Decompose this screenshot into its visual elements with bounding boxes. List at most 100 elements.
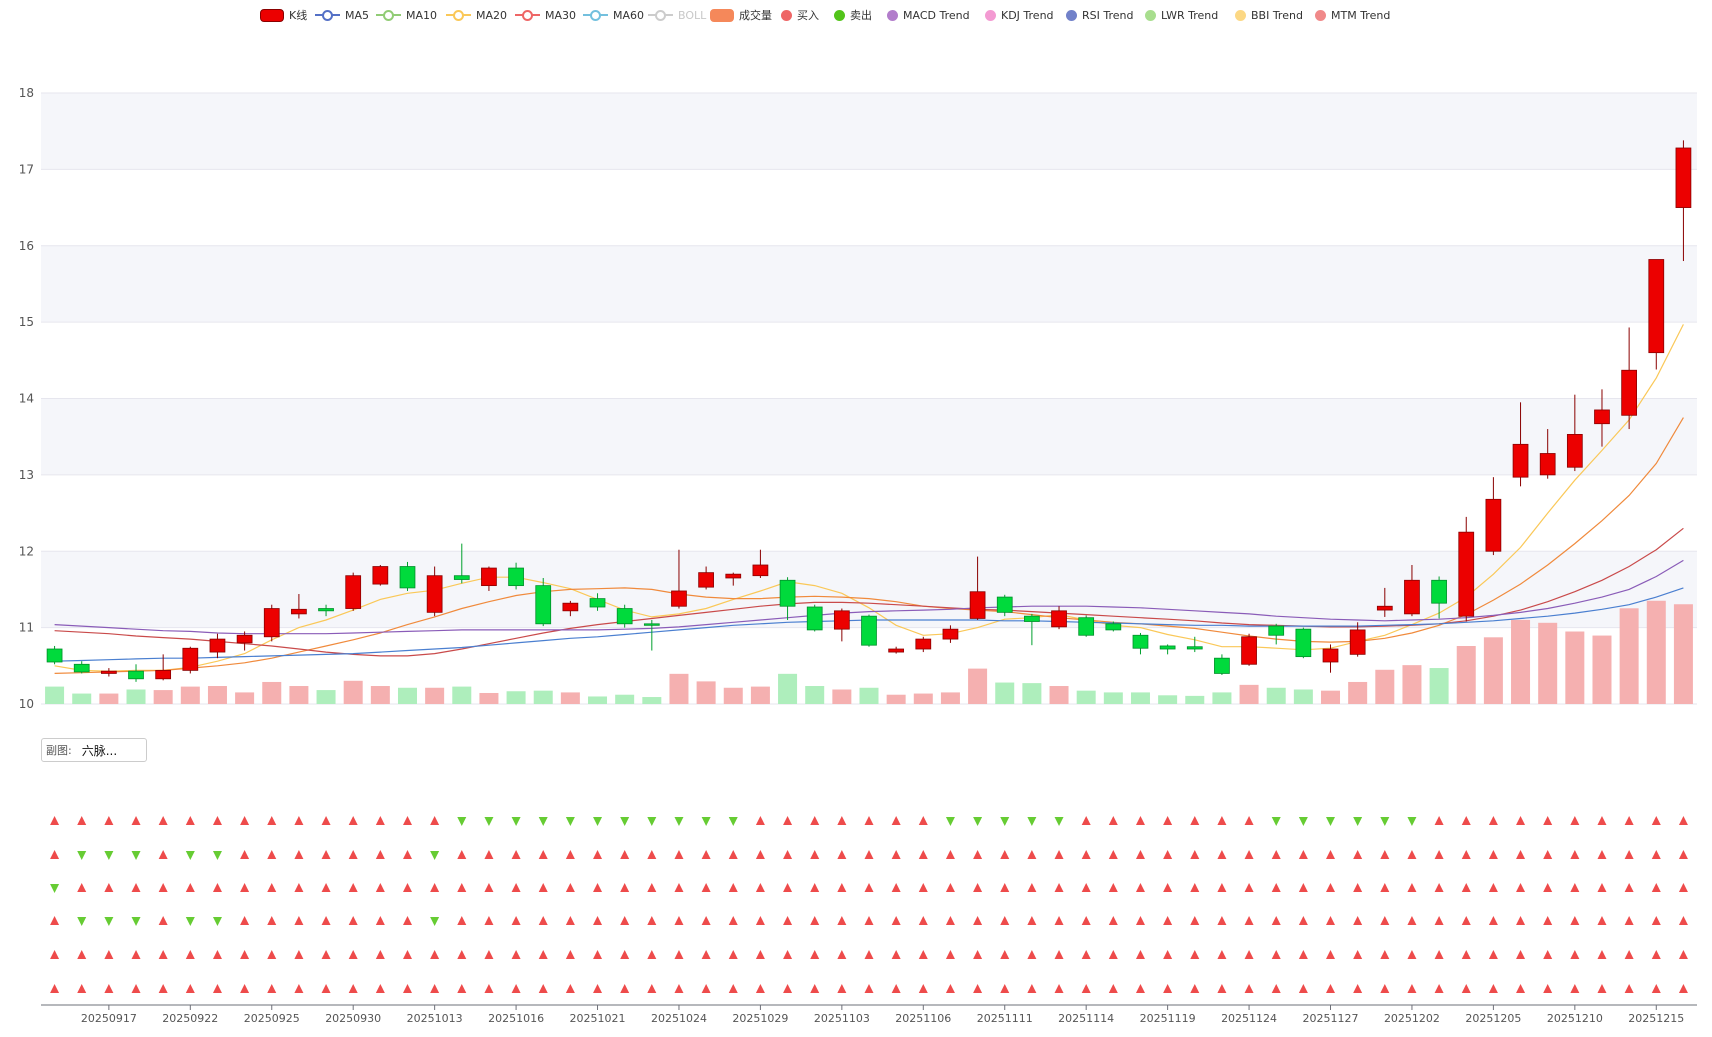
candle-body	[399, 566, 416, 589]
trend-up-marker	[484, 883, 494, 892]
trend-down-marker	[212, 917, 222, 926]
trend-up-marker	[1108, 984, 1118, 993]
trend-up-marker	[538, 850, 548, 859]
trend-up-marker	[945, 950, 955, 959]
legend-label: RSI Trend	[1082, 8, 1134, 22]
trend-up-marker	[1326, 883, 1336, 892]
trend-up-marker	[294, 883, 304, 892]
trend-up-marker	[402, 883, 412, 892]
x-tick-label: 20251202	[1384, 1012, 1440, 1025]
trend-up-marker	[375, 883, 385, 892]
candle	[1539, 429, 1556, 479]
trend-up-marker	[1135, 984, 1145, 993]
legend-item-ma30[interactable]: MA30	[515, 7, 576, 23]
trend-down-marker	[430, 917, 440, 926]
legend-item-k线[interactable]: K线	[260, 7, 307, 23]
trend-up-marker	[77, 883, 87, 892]
legend-item-bbi-trend[interactable]: BBI Trend	[1235, 7, 1303, 23]
legend-item-macd-trend[interactable]: MACD Trend	[887, 7, 970, 23]
trend-up-marker	[1488, 916, 1498, 925]
legend-item-lwr-trend[interactable]: LWR Trend	[1145, 7, 1218, 23]
trend-up-marker	[1163, 883, 1173, 892]
candle-body	[1566, 433, 1583, 468]
trend-up-marker	[810, 916, 820, 925]
trend-up-marker	[294, 984, 304, 993]
candle	[155, 654, 172, 681]
legend-item-ma60[interactable]: MA60	[583, 7, 644, 23]
trend-up-marker	[1298, 984, 1308, 993]
legend-item-rsi-trend[interactable]: RSI Trend	[1066, 7, 1133, 23]
legend-dot-icon	[1066, 9, 1077, 21]
trend-up-marker	[240, 984, 250, 993]
trend-up-marker	[1597, 984, 1607, 993]
trend-up-marker	[1407, 850, 1417, 859]
trend-up-marker	[1461, 916, 1471, 925]
trend-up-marker	[185, 984, 195, 993]
candle	[915, 636, 932, 653]
trend-up-marker	[593, 883, 603, 892]
candle-body	[1621, 369, 1637, 416]
trend-up-marker	[430, 883, 440, 892]
volume-bar	[397, 687, 417, 704]
legend-item-ma5[interactable]: MA5	[315, 7, 369, 23]
chart-legend: K线 MA5 MA10 MA20 MA30 MA60 BOLL 成交量 买入 卖出 MACD Tre…	[0, 5, 1712, 27]
legend-item-ma20[interactable]: MA20	[446, 7, 507, 23]
volume-bar	[1483, 637, 1503, 704]
trend-up-marker	[1597, 816, 1607, 825]
trend-row-lwr-trend	[50, 916, 1688, 926]
trend-up-marker	[620, 850, 630, 859]
candle-body	[535, 585, 552, 625]
legend-item-ma10[interactable]: MA10	[376, 7, 437, 23]
volume-bar	[343, 680, 363, 704]
trend-up-marker	[1027, 916, 1037, 925]
candle	[752, 549, 769, 578]
volume-bar	[1212, 692, 1232, 704]
volume-bar	[1402, 665, 1422, 704]
y-tick-label: 17	[19, 162, 34, 176]
trend-up-marker	[1353, 984, 1363, 993]
candle	[1566, 394, 1583, 472]
trend-up-marker	[837, 883, 847, 892]
legend-item-成交量[interactable]: 成交量	[710, 7, 772, 23]
candle-body	[779, 579, 796, 607]
legend-label: 成交量	[739, 9, 772, 22]
trend-up-marker	[430, 984, 440, 993]
trend-up-marker	[1543, 883, 1553, 892]
trend-up-marker	[783, 916, 793, 925]
trend-up-marker	[674, 916, 684, 925]
trend-up-marker	[1135, 950, 1145, 959]
candle	[643, 619, 660, 651]
trend-up-marker	[158, 916, 168, 925]
trend-down-marker	[484, 817, 494, 826]
trend-up-marker	[1543, 950, 1553, 959]
trend-up-marker	[945, 984, 955, 993]
trend-up-marker	[837, 850, 847, 859]
trend-row-rsi-trend	[50, 883, 1688, 893]
trend-up-marker	[1570, 850, 1580, 859]
volume-bar	[560, 692, 580, 704]
volume-bar	[1321, 690, 1341, 704]
legend-item-卖出[interactable]: 卖出	[834, 7, 872, 23]
candle-body	[969, 591, 986, 619]
legend-item-买入[interactable]: 买入	[781, 7, 819, 23]
trend-up-marker	[647, 950, 657, 959]
trend-up-marker	[728, 984, 738, 993]
trend-up-marker	[973, 883, 983, 892]
trend-up-marker	[1271, 984, 1281, 993]
legend-item-boll[interactable]: BOLL	[648, 7, 706, 23]
trend-up-marker	[755, 984, 765, 993]
trend-up-marker	[973, 916, 983, 925]
sub-chart-selector[interactable]: 副图: 六脉...	[41, 738, 147, 762]
legend-item-mtm-trend[interactable]: MTM Trend	[1315, 7, 1390, 23]
trend-up-marker	[783, 883, 793, 892]
trend-up-marker	[1516, 816, 1526, 825]
trend-up-marker	[321, 816, 331, 825]
volume-bar	[1429, 668, 1449, 704]
trend-up-marker	[1244, 883, 1254, 892]
volume-bar	[180, 686, 200, 704]
y-tick-label: 18	[19, 86, 34, 100]
trend-up-marker	[701, 916, 711, 925]
candles	[46, 140, 1692, 682]
legend-item-kdj-trend[interactable]: KDJ Trend	[985, 7, 1054, 23]
